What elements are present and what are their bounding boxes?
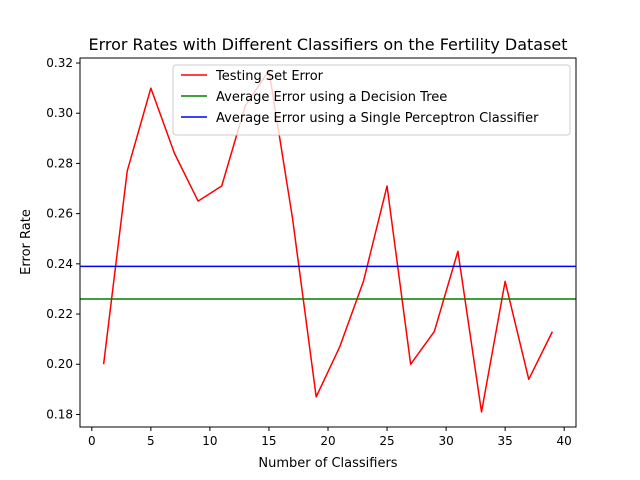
x-axis-label: Number of Classifiers — [258, 456, 397, 471]
y-tick-label: 0.18 — [46, 407, 73, 421]
y-axis-label: Error Rate — [19, 209, 34, 275]
x-tick-label: 30 — [438, 434, 453, 448]
x-tick-label: 10 — [202, 434, 217, 448]
series-layer — [80, 69, 576, 413]
y-tick-label: 0.26 — [46, 207, 73, 221]
x-tick-label: 0 — [88, 434, 96, 448]
legend-label: Average Error using a Single Perceptron … — [216, 111, 539, 126]
x-tick-label: 25 — [379, 434, 394, 448]
x-tick-label: 15 — [261, 434, 276, 448]
y-tick-label: 0.28 — [46, 156, 73, 170]
y-tick-label: 0.20 — [46, 357, 73, 371]
x-tick-label: 40 — [557, 434, 572, 448]
legend-label: Average Error using a Decision Tree — [216, 90, 447, 105]
y-tick-label: 0.24 — [46, 257, 73, 271]
legend-label: Testing Set Error — [215, 69, 324, 84]
x-tick-label: 5 — [147, 434, 155, 448]
ticks-layer: 0 5 10 15 20 25 30 35 40 0.18 0.20 0.22 0.24 0.26 0.28… — [46, 56, 572, 448]
y-tick-label: 0.30 — [46, 106, 73, 120]
legend: Testing Set Error Average Error using a D… — [172, 64, 571, 136]
y-tick-label: 0.22 — [46, 307, 73, 321]
legend-box — [172, 64, 571, 136]
y-tick-label: 0.32 — [46, 56, 73, 70]
chart-title: Error Rates with Different Classifiers o… — [88, 35, 567, 54]
x-tick-label: 20 — [320, 434, 335, 448]
series-line-0 — [102, 69, 554, 413]
x-tick-label: 35 — [498, 434, 513, 448]
plot-frame — [79, 57, 577, 428]
